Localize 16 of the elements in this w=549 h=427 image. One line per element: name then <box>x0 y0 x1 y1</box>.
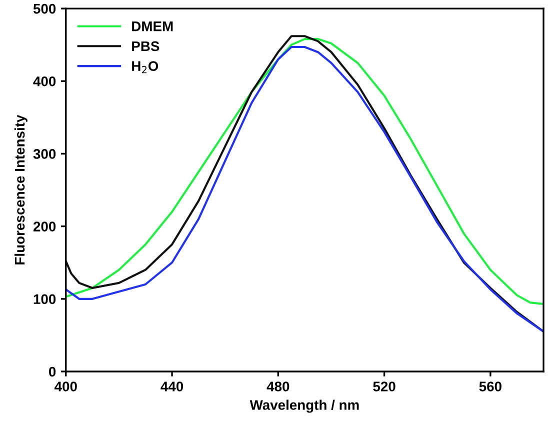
y-tick-label: 400 <box>33 76 56 86</box>
x-tick-label: 560 <box>479 382 502 392</box>
x-tick-label: 480 <box>266 382 290 392</box>
y-tick-label: 300 <box>33 149 56 159</box>
x-tick-label: 400 <box>54 382 77 392</box>
legend-label: H$_{2}$O <box>132 61 158 74</box>
legend-label: PBS <box>132 41 160 52</box>
y-tick-label: 100 <box>34 294 56 304</box>
x-axis-title: Wavelength / nm <box>250 400 359 413</box>
y-tick-label: 0 <box>48 366 56 377</box>
y-tick-label: 500 <box>33 4 56 14</box>
y-axis-title: Fluorescence Intensity <box>14 114 28 264</box>
legend-label: DMEM <box>132 22 173 32</box>
x-tick-label: 440 <box>160 382 184 392</box>
y-tick-label: 200 <box>33 222 56 232</box>
x-tick-label: 520 <box>373 382 396 392</box>
